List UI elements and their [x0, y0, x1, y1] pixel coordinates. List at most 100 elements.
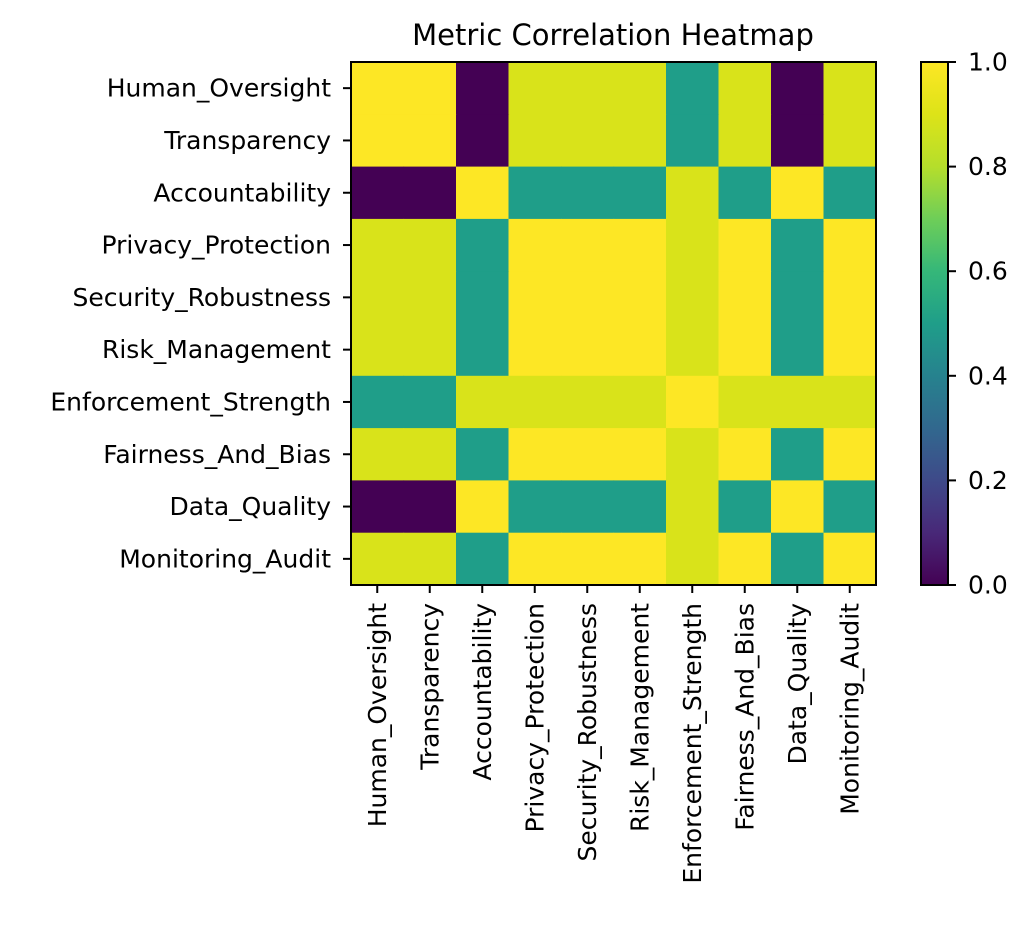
heatmap-cell: [771, 62, 825, 115]
colorbar-tick-label: 0.8: [968, 152, 1008, 181]
heatmap-cell: [823, 480, 877, 534]
heatmap-cell: [456, 532, 510, 586]
x-tick-label: Human_Oversight: [363, 603, 392, 827]
chart-title: Metric Correlation Heatmap: [412, 18, 814, 52]
heatmap-cell: [561, 62, 615, 115]
heatmap-cell: [613, 114, 667, 168]
colorbar-tick-label: 0.0: [968, 571, 1008, 600]
colorbar-tick-label: 0.4: [968, 361, 1008, 390]
colorbar-tick-label: 0.2: [968, 466, 1008, 495]
heatmap-cell: [351, 62, 405, 115]
heatmap-cell: [561, 114, 615, 168]
heatmap-cell: [666, 532, 720, 586]
heatmap-cell: [403, 323, 457, 377]
y-tick-label: Enforcement_Strength: [50, 387, 331, 416]
heatmap-cell: [456, 323, 510, 377]
heatmap-cell: [666, 375, 720, 429]
heatmap-cell: [456, 62, 510, 115]
heatmap-cell: [666, 218, 720, 272]
heatmap-cell: [718, 375, 772, 429]
y-tick-label: Data_Quality: [169, 492, 331, 521]
x-tick-label: Security_Robustness: [573, 603, 602, 862]
heatmap-cell: [561, 323, 615, 377]
heatmap-cell: [403, 271, 457, 325]
heatmap-cell: [456, 218, 510, 272]
x-tick-label: Privacy_Protection: [520, 603, 549, 833]
heatmap-cell: [403, 218, 457, 272]
heatmap-cell: [823, 218, 877, 272]
heatmap-cell: [771, 114, 825, 168]
heatmap-cell: [666, 428, 720, 481]
heatmap-cell: [613, 375, 667, 429]
heatmap-cell: [508, 480, 562, 534]
colorbar-tick-label: 1.0: [968, 48, 1008, 77]
heatmap-cell: [823, 428, 877, 481]
heatmap-cell: [351, 323, 405, 377]
heatmap-cell: [403, 428, 457, 481]
heatmap-cell: [351, 480, 405, 534]
heatmap-cell: [613, 62, 667, 115]
y-tick-label: Fairness_And_Bias: [103, 440, 331, 469]
heatmap-cell: [613, 166, 667, 220]
heatmap-cell: [403, 375, 457, 429]
heatmap-cell: [666, 323, 720, 377]
heatmap-cell: [561, 532, 615, 586]
heatmap-cell: [613, 218, 667, 272]
heatmap-cell: [718, 480, 772, 534]
heatmap-cell: [823, 323, 877, 377]
heatmap-cell: [666, 166, 720, 220]
heatmap-cell: [666, 114, 720, 168]
heatmap-cell: [508, 271, 562, 325]
heatmap-cell: [771, 218, 825, 272]
heatmap-cell: [718, 62, 772, 115]
heatmap-cell: [351, 532, 405, 586]
heatmap-cell: [823, 62, 877, 115]
heatmap-cell: [613, 323, 667, 377]
y-tick-label: Risk_Management: [102, 335, 331, 364]
heatmap-cell: [613, 428, 667, 481]
heatmap-cell: [456, 480, 510, 534]
colorbar: 0.0 0.2 0.4 0.6 0.8 1.0: [920, 48, 1008, 600]
heatmap-cell: [351, 218, 405, 272]
heatmap-cell: [613, 480, 667, 534]
heatmap-cell: [561, 428, 615, 481]
heatmap-cell: [718, 271, 772, 325]
heatmap-cell: [561, 375, 615, 429]
heatmap-cell: [718, 114, 772, 168]
x-tick-label: Risk_Management: [625, 603, 654, 832]
heatmap-cell: [823, 271, 877, 325]
heatmap-cell: [718, 428, 772, 481]
heatmap-cell: [456, 271, 510, 325]
heatmap-cell: [666, 480, 720, 534]
y-tick-label: Transparency: [163, 126, 331, 155]
heatmap-cell: [508, 62, 562, 115]
heatmap-cell: [456, 114, 510, 168]
heatmap-cell: [718, 532, 772, 586]
heatmap-cell: [456, 375, 510, 429]
x-tick-label: Fairness_And_Bias: [730, 603, 759, 831]
colorbar-gradient: [921, 62, 948, 585]
x-tick-label: Monitoring_Audit: [835, 603, 864, 815]
heatmap-cell: [666, 271, 720, 325]
heatmap-cell: [561, 218, 615, 272]
y-tick-label: Privacy_Protection: [102, 231, 332, 260]
heatmap-cells: [351, 62, 877, 586]
heatmap-cell: [561, 271, 615, 325]
heatmap-cell: [561, 480, 615, 534]
heatmap-cell: [771, 271, 825, 325]
heatmap-cell: [508, 218, 562, 272]
heatmap-cell: [823, 166, 877, 220]
heatmap-cell: [718, 166, 772, 220]
y-axis: Human_Oversight Transparency Accountabilit…: [50, 74, 351, 573]
x-tick-label: Enforcement_Strength: [678, 603, 707, 884]
heatmap-cell: [403, 480, 457, 534]
x-tick-label: Transparency: [415, 603, 444, 771]
heatmap-cell: [403, 114, 457, 168]
heatmap-cell: [771, 375, 825, 429]
y-tick-label: Accountability: [153, 178, 331, 207]
heatmap-cell: [771, 480, 825, 534]
heatmap-cell: [771, 323, 825, 377]
heatmap-cell: [771, 428, 825, 481]
